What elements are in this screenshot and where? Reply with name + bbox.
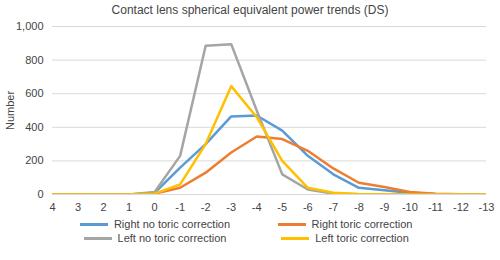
svg-text:-2: -2: [201, 201, 211, 213]
html-text:Contact lens spherical equival: Contact lens spherical equivalent power …: [111, 3, 389, 17]
svg-text:800: 800: [25, 54, 43, 66]
svg-text:0: 0: [37, 188, 43, 200]
svg-text:1: 1: [126, 201, 132, 213]
html-text:Right toric correction: Right toric correction: [311, 218, 413, 230]
html-text:Left toric correction: Left toric correction: [315, 232, 409, 244]
svg-text:-7: -7: [328, 201, 338, 213]
svg-text:-11: -11: [428, 201, 443, 213]
svg-text:3: 3: [75, 201, 81, 213]
svg-text:-10: -10: [402, 201, 418, 213]
svg-text:-1: -1: [175, 201, 185, 213]
svg-text:400: 400: [25, 121, 43, 133]
svg-text:-4: -4: [252, 201, 262, 213]
svg-text:2: 2: [100, 201, 106, 213]
svg-text:4: 4: [49, 201, 55, 213]
svg-text:-8: -8: [354, 201, 364, 213]
svg-text:-12: -12: [453, 201, 469, 213]
svg-text:200: 200: [25, 154, 43, 166]
html-text:Right no toric correction: Right no toric correction: [113, 218, 231, 230]
svg-text:-6: -6: [303, 201, 313, 213]
svg-text:600: 600: [25, 87, 43, 99]
svg-text:0: 0: [152, 201, 158, 213]
svg-text:-9: -9: [379, 201, 389, 213]
svg-text:Number: Number: [4, 91, 16, 130]
svg-text:1,000: 1,000: [16, 20, 44, 32]
svg-text:-13: -13: [479, 201, 495, 213]
svg-text:-3: -3: [226, 201, 236, 213]
html-text:Left no toric correction: Left no toric correction: [117, 232, 227, 244]
svg-text:-5: -5: [277, 201, 287, 213]
